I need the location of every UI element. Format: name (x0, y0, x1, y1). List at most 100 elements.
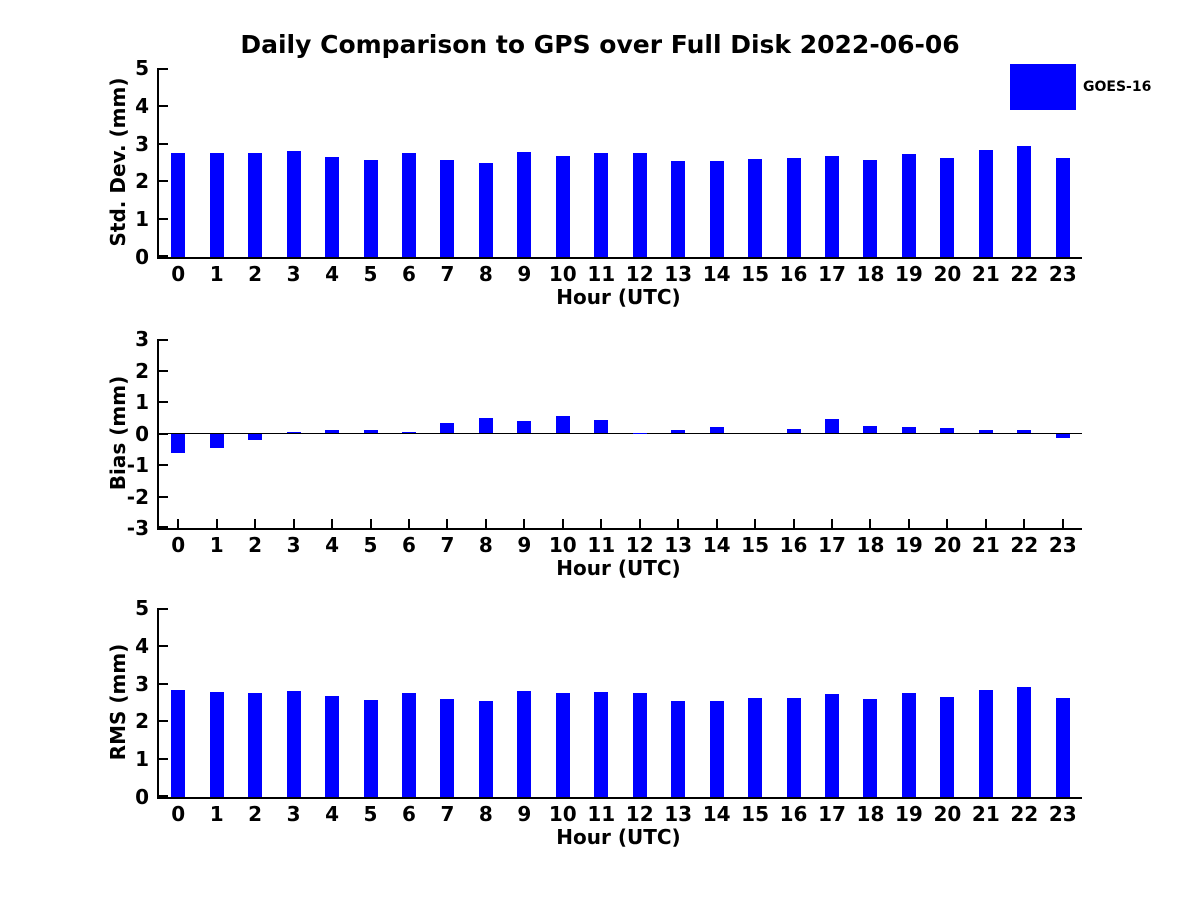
bar-hour-11 (594, 691, 609, 797)
bar-hour-18 (863, 426, 878, 434)
x-tick-label: 16 (779, 802, 808, 826)
y-tick (159, 795, 168, 797)
bar-hour-0 (171, 433, 186, 454)
x-tick-label: 14 (702, 533, 731, 557)
x-tick-label: 1 (209, 802, 224, 826)
x-tick-label: 6 (402, 533, 416, 557)
x-tick-label: 20 (933, 802, 962, 826)
x-tick (831, 519, 834, 528)
plot-area-stddev: 0 1 2 3 4 5 0 1 2 3 4 5 6 7 8 9 10 11 12 13 14 15 16 17 18 19 20 21… (135, 57, 1082, 285)
x-tick (715, 519, 718, 528)
y-tick-label: 3 (135, 327, 149, 351)
x-tick (754, 519, 757, 528)
bar-hour-16 (786, 698, 801, 797)
y-tick (159, 104, 168, 107)
x-tick-label: 9 (517, 533, 532, 557)
bar-hour-22 (1017, 429, 1032, 434)
x-tick-label: 22 (1010, 533, 1039, 557)
bar-hour-3 (286, 151, 301, 257)
bar-hour-0 (171, 153, 186, 257)
x-tick-label: 8 (478, 802, 493, 826)
bar-hour-6 (401, 692, 416, 797)
x-tick-label: 21 (971, 802, 1000, 826)
y-tick-label: 2 (135, 358, 149, 383)
bar-hour-5 (363, 699, 378, 797)
bar-hour-10 (555, 693, 570, 797)
bar-hour-21 (978, 150, 993, 257)
x-tick (907, 519, 910, 528)
x-tick-label: 9 (517, 802, 532, 826)
x-tick-label: 23 (1048, 262, 1077, 286)
x-tick-label: 10 (548, 802, 577, 826)
x-tick-label: 4 (325, 262, 340, 286)
y-tick-label: 3 (135, 131, 149, 156)
x-tick-label: 17 (818, 533, 846, 557)
legend-swatch-goes16 (1010, 64, 1076, 110)
x-tick-label: 7 (440, 802, 455, 826)
bar-hour-0 (171, 690, 186, 797)
bar-hour-2 (248, 433, 263, 440)
legend-label: GOES-16 (1083, 79, 1152, 95)
y-tick (159, 526, 168, 528)
x-tick-label: 2 (248, 262, 263, 286)
bar-hour-1 (209, 433, 224, 448)
bar-hour-21 (978, 690, 993, 797)
y-tick (159, 682, 168, 685)
bar-hour-5 (363, 429, 378, 434)
x-tick-label: 21 (971, 262, 1000, 286)
zero-axis-line (159, 433, 1082, 434)
x-tick-label: 4 (325, 802, 340, 826)
y-tick (159, 180, 168, 183)
bar-hour-15 (748, 698, 763, 797)
bar-hour-7 (440, 423, 455, 434)
bar-hour-17 (825, 419, 840, 434)
x-tick-label: 6 (402, 802, 416, 826)
bar-hour-20 (940, 157, 955, 257)
x-axis-label-rms: Hour (UTC) (556, 825, 681, 849)
y-tick (159, 68, 168, 70)
y-tick-label: 1 (135, 207, 149, 232)
bar-hour-13 (671, 700, 686, 797)
x-tick-label: 9 (517, 262, 532, 286)
x-tick (215, 519, 218, 528)
bar-hour-8 (478, 701, 493, 797)
bar-hour-17 (825, 156, 840, 257)
bar-hour-4 (325, 430, 340, 434)
y-tick-label: -1 (126, 453, 149, 477)
x-tick-label: 12 (625, 533, 654, 557)
bar-hour-3 (286, 691, 301, 797)
x-tick-label: 13 (664, 802, 693, 826)
bar-hour-2 (248, 692, 263, 797)
y-tick-label: 5 (135, 56, 149, 80)
x-tick-label: 17 (818, 802, 846, 826)
x-tick-label: 2 (248, 533, 263, 557)
x-axis-label-bias: Hour (UTC) (556, 556, 681, 580)
x-tick-label: 6 (402, 262, 416, 286)
bar-hour-20 (940, 697, 955, 797)
x-tick (792, 519, 795, 528)
x-tick-label: 15 (741, 802, 770, 826)
bar-hour-13 (671, 161, 686, 257)
x-tick (984, 519, 987, 528)
x-tick-label: 10 (548, 262, 577, 286)
x-tick-label: 19 (895, 802, 923, 826)
x-tick-label: 20 (933, 262, 962, 286)
x-tick-label: 5 (363, 262, 378, 286)
y-tick (159, 339, 168, 341)
x-tick-label: 14 (702, 262, 731, 286)
bar-hour-14 (709, 426, 724, 434)
x-tick (561, 519, 564, 528)
y-tick (159, 464, 168, 466)
x-tick-label: 20 (933, 533, 962, 557)
x-tick-label: 19 (895, 533, 923, 557)
x-tick-label: 3 (286, 533, 301, 557)
x-tick-label: 21 (971, 533, 1000, 557)
bar-hour-8 (478, 163, 493, 257)
bar-hour-12 (632, 432, 647, 434)
bar-hour-9 (517, 151, 532, 257)
x-tick-label: 8 (478, 533, 493, 557)
x-tick-label: 18 (856, 802, 885, 826)
bar-hour-3 (286, 432, 301, 434)
bar-hour-1 (209, 153, 224, 257)
